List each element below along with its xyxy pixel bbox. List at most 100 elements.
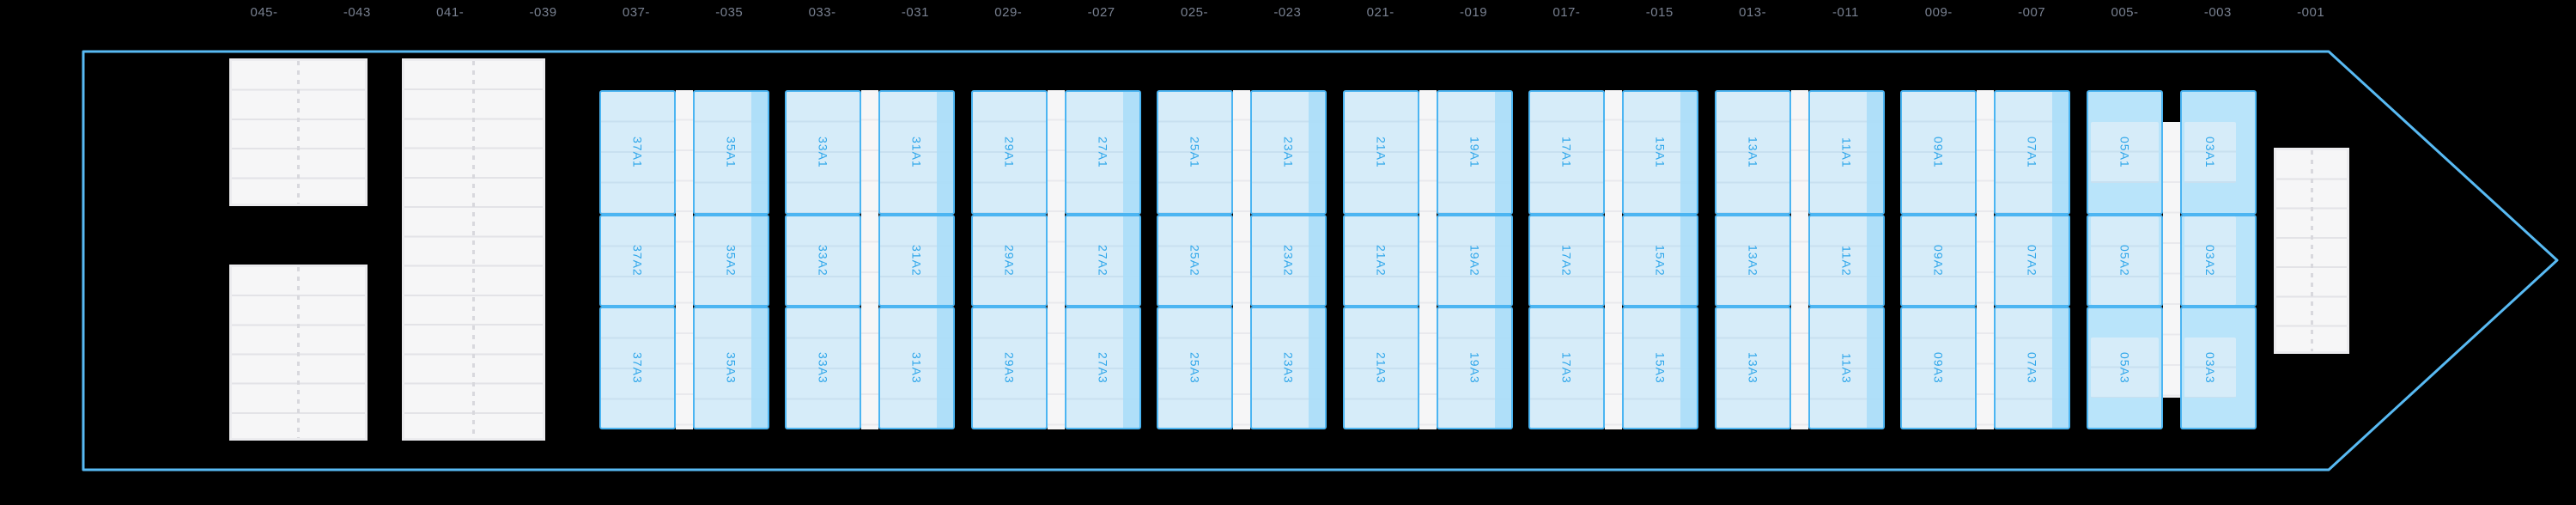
stowage-cell[interactable]: 23A2 [1250,215,1327,307]
stowage-cell[interactable]: 31A3 [878,307,955,429]
stowage-cell[interactable]: 37A3 [599,307,676,429]
stowage-cell-label: 37A2 [630,245,645,277]
stowage-cell[interactable]: 21A1 [1343,90,1419,215]
stowage-cell[interactable]: 17A2 [1528,215,1605,307]
stowage-cell[interactable]: 37A2 [599,215,676,307]
stowage-cell[interactable]: 03A2 [2180,215,2257,307]
stowage-cell[interactable]: 25A2 [1157,215,1233,307]
stowage-cell[interactable]: 15A3 [1622,307,1698,429]
bay-number-label: -007 [2018,5,2046,20]
stowage-cell[interactable]: 11A3 [1808,307,1885,429]
stowage-cell[interactable]: 35A3 [693,307,769,429]
stowage-cell-label: 29A1 [1002,137,1017,168]
stowage-cell[interactable]: 13A2 [1715,215,1791,307]
bay-number-label: -023 [1273,5,1302,20]
stowage-cell[interactable]: 17A3 [1528,307,1605,429]
stowage-cell[interactable]: 05A2 [2087,215,2163,307]
bay-column-27: 27A1 27A2 27A3 [1065,90,1141,429]
stowage-cell-label: 21A1 [1374,137,1388,168]
stowage-cell-label: 29A2 [1002,245,1017,277]
stowage-cell[interactable]: 23A3 [1250,307,1327,429]
stowage-cell[interactable]: 25A1 [1157,90,1233,215]
hatch-block [2274,148,2349,354]
bay-number-label: 005- [2111,5,2139,20]
bay-number-label: 033- [808,5,836,20]
stowage-cell[interactable]: 05A3 [2087,307,2163,429]
stowage-cell[interactable]: 19A1 [1437,90,1513,215]
stowage-cell[interactable]: 17A1 [1528,90,1605,215]
stowage-cell[interactable]: 31A2 [878,215,955,307]
stowage-cell[interactable]: 33A3 [785,307,861,429]
stowage-cell[interactable]: 31A1 [878,90,955,215]
stowage-cell[interactable]: 09A1 [1900,90,1977,215]
stowage-cell[interactable]: 33A2 [785,215,861,307]
bay-center-strip [1977,90,1994,429]
stowage-cell[interactable]: 29A3 [971,307,1048,429]
stowage-cell[interactable]: 03A3 [2180,307,2257,429]
stowage-cell[interactable]: 35A1 [693,90,769,215]
stowage-cell-label: 35A3 [724,352,738,384]
bay-column-15: 15A1 15A2 15A3 [1622,90,1698,429]
stowage-cell[interactable]: 11A2 [1808,215,1885,307]
bay-group-13-11: 13A1 13A2 13A3 11A1 11A2 11A3 [1715,90,1885,429]
stowage-cell[interactable]: 35A2 [693,215,769,307]
stowage-cell[interactable]: 33A1 [785,90,861,215]
bay-number-label: 013- [1739,5,1767,20]
stowage-cell[interactable]: 37A1 [599,90,676,215]
stowage-cell[interactable]: 27A1 [1065,90,1141,215]
stowage-cell[interactable]: 09A2 [1900,215,1977,307]
stowage-cell-label: 07A2 [2025,245,2039,277]
bay-group-21-19: 21A1 21A2 21A3 19A1 19A2 19A3 [1343,90,1513,429]
hatch-block [229,58,368,206]
stowage-cell[interactable]: 11A1 [1808,90,1885,215]
stowage-cell-label: 19A2 [1467,245,1482,277]
stowage-cell-label: 13A3 [1746,352,1760,384]
stowage-cell-label: 25A3 [1188,352,1202,384]
stowage-cell[interactable]: 03A1 [2180,90,2257,215]
bay-column-37: 37A1 37A2 37A3 [599,90,676,429]
stowage-cell-label: 17A2 [1559,245,1574,277]
stowage-cell-label: 13A2 [1746,245,1760,277]
stowage-cell-label: 17A1 [1559,137,1574,168]
stowage-cell-label: 25A1 [1188,137,1202,168]
stowage-cell-label: 33A2 [816,245,830,277]
stowage-cell[interactable]: 07A3 [1994,307,2070,429]
stowage-cell[interactable]: 23A1 [1250,90,1327,215]
bay-column-11: 11A1 11A2 11A3 [1808,90,1885,429]
stowage-cell[interactable]: 25A3 [1157,307,1233,429]
stowage-cell[interactable]: 13A1 [1715,90,1791,215]
stowage-cell-label: 11A1 [1839,137,1854,168]
hull-polygon [82,50,2559,472]
stowage-cell-label: 19A1 [1467,137,1482,168]
stowage-cell-label: 11A2 [1839,245,1854,277]
stowage-cell[interactable]: 19A3 [1437,307,1513,429]
centerline-dashed [297,267,300,438]
stowage-cell[interactable]: 29A2 [971,215,1048,307]
stowage-cell[interactable]: 07A1 [1994,90,2070,215]
stowage-cell[interactable]: 27A2 [1065,215,1141,307]
stowage-cell-label: 09A1 [1931,137,1946,168]
bay-number-label: 025- [1180,5,1209,20]
stowage-cell-label: 21A3 [1374,352,1388,384]
stowage-cell-label: 27A2 [1096,245,1110,277]
bay-number-label: 041- [436,5,465,20]
centerline-dashed [297,61,300,204]
stowage-cell-slot: 03A3 [2184,338,2236,398]
stowage-cell-label: 13A1 [1746,137,1760,168]
stowage-cell[interactable]: 07A2 [1994,215,2070,307]
bay-column-25: 25A1 25A2 25A3 [1157,90,1233,429]
stowage-cell[interactable]: 21A2 [1343,215,1419,307]
stowage-cell[interactable]: 27A3 [1065,307,1141,429]
stowage-cell[interactable]: 15A1 [1622,90,1698,215]
centerline-dashed [472,61,475,438]
stowage-cell[interactable]: 15A2 [1622,215,1698,307]
stowage-cell[interactable]: 09A3 [1900,307,1977,429]
stowage-cell[interactable]: 19A2 [1437,215,1513,307]
stowage-cell[interactable]: 29A1 [971,90,1048,215]
stowage-cell[interactable]: 13A3 [1715,307,1791,429]
stowage-cell-label: 05A2 [2117,245,2132,277]
hatch-block [229,265,368,441]
stowage-cell[interactable]: 21A3 [1343,307,1419,429]
stowage-cell-label: 25A2 [1188,245,1202,277]
stowage-cell[interactable]: 05A1 [2087,90,2163,215]
